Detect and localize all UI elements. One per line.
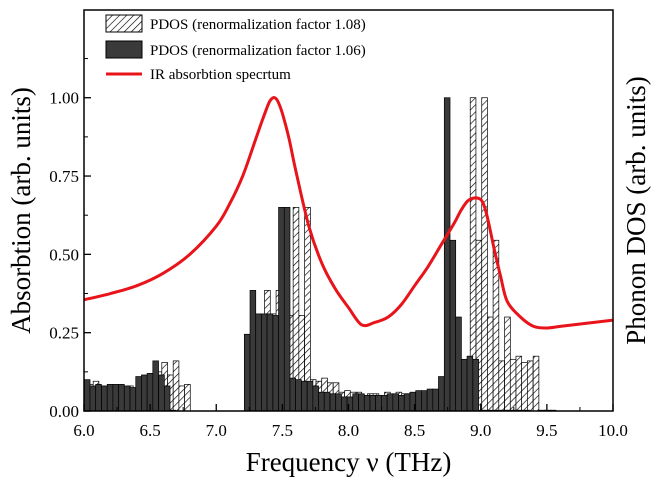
pdos-108-bar-67 — [532, 355, 540, 412]
x-axis-label: Frequency ν (THz) — [246, 447, 452, 477]
pdos-108-bar-15 — [172, 360, 180, 412]
x-tick-label: 7.0 — [206, 421, 227, 440]
pdos-108-bar-66 — [526, 360, 534, 412]
pdos-108-bar-63 — [509, 358, 517, 412]
legend-swatch-hatched — [105, 14, 143, 33]
pdos-106-bar-22 — [278, 207, 285, 412]
pdos-106-bar-32 — [335, 393, 342, 412]
pdos-106-bar-13 — [158, 374, 165, 412]
legend: PDOS (renormalization factor 1.08) PDOS … — [105, 14, 366, 83]
legend-label-ir: IR absorbtion specrtum — [150, 67, 291, 83]
pdos-106-bar-35 — [352, 393, 359, 412]
pdos-106-bar-41 — [386, 393, 394, 412]
pdos-106-bar-14 — [163, 385, 171, 412]
pdos-106-bar-43 — [398, 394, 405, 412]
pdos-106-bar-2 — [95, 384, 102, 412]
pdos-106-bar-38 — [369, 394, 377, 412]
x-tick-label: 9.5 — [536, 421, 557, 440]
pdos-106-bar-25 — [295, 379, 302, 412]
pdos-106-bar-18 — [255, 313, 262, 412]
pdos-108-bar-16 — [178, 385, 185, 412]
pdos-108-bar-64 — [515, 355, 523, 412]
pdos-106-bar-44 — [403, 393, 411, 412]
pdos-108-bar-61 — [498, 360, 505, 412]
pdos-106-bar-5 — [112, 384, 119, 412]
pdos-106-bar-0 — [83, 379, 91, 412]
y-tick-label: 0.50 — [49, 245, 79, 264]
pdos-108-bar-27 — [304, 207, 311, 412]
pdos-106-bar-36 — [358, 393, 365, 412]
pdos-106-bar-16 — [243, 333, 251, 412]
y2-axis-label: Phonon DOS (arb. units) — [621, 76, 651, 345]
pdos-108-bar-62 — [504, 316, 511, 412]
pdos-106-bar-46 — [415, 390, 422, 412]
x-tick-label: 6.5 — [140, 421, 161, 440]
pdos-106-bar-50 — [438, 376, 445, 412]
pdos-106-bar-42 — [392, 393, 399, 412]
y-tick-label: 1.00 — [49, 89, 79, 108]
pdos-106-bar-6 — [118, 384, 125, 412]
pdos-106-bar-51 — [443, 97, 451, 412]
pdos-106-bar-37 — [363, 394, 371, 412]
pdos-106-bar-31 — [329, 393, 337, 412]
pdos-106-bar-40 — [381, 394, 388, 412]
pdos-108-bar-58 — [481, 97, 488, 412]
pdos-106-bar-53 — [455, 316, 462, 412]
pdos-106-bar-54 — [461, 358, 468, 412]
y-tick-label: 0.25 — [49, 324, 79, 343]
pdos-106-bar-20 — [266, 313, 274, 412]
pdos-106-bar-27 — [306, 380, 314, 412]
x-tick-label: 7.5 — [272, 421, 293, 440]
y-tick-label: 0.00 — [49, 402, 79, 421]
pdos-108-bar-17 — [184, 384, 191, 412]
y-axis-label: Absorbtion (arb. units) — [6, 87, 36, 334]
pdos-106-bar-26 — [301, 380, 308, 412]
pdos-106-bar-10 — [141, 374, 148, 412]
pdos-106-bar-12 — [152, 360, 159, 412]
pdos-106-bar-33 — [341, 396, 348, 412]
pdos-106-bar-47 — [421, 390, 428, 412]
pdos-106-bar-56 — [472, 358, 479, 412]
pdos-106-bar-52 — [449, 239, 457, 412]
pdos-106-bar-24 — [289, 377, 297, 412]
pdos-106-bar-30 — [323, 391, 331, 412]
pdos-106-bar-48 — [426, 388, 434, 412]
pdos-108-bar-65 — [521, 362, 528, 412]
y-tick-label: 0.75 — [49, 167, 79, 186]
pdos-106-bar-19 — [261, 313, 268, 412]
pdos-106-bar-29 — [318, 391, 325, 412]
y-axis: 0.00 0.25 0.50 0.75 1.00 — [49, 58, 91, 421]
legend-label-pdos-108: PDOS (renormalization factor 1.08) — [150, 17, 366, 33]
legend-swatch-solid — [105, 40, 143, 59]
x-tick-label: 6.0 — [73, 421, 94, 440]
pdos-106-bar-21 — [272, 315, 279, 412]
pdos-106-bar-3 — [101, 385, 108, 412]
x-tick-label: 8.5 — [404, 421, 425, 440]
pdos-106-bar-55 — [466, 355, 474, 412]
legend-label-pdos-106: PDOS (renormalization factor 1.06) — [150, 43, 366, 59]
pdos-108-bar-59 — [487, 316, 494, 412]
pdos-106-bar-8 — [129, 387, 137, 412]
pdos-106-bar-49 — [432, 388, 439, 412]
x-axis: 6.0 6.5 7.0 7.5 8.0 8.5 9.0 9.5 10.0 — [73, 404, 628, 440]
ir-absorption-line — [83, 95, 614, 330]
pdos-106-bar-4 — [106, 384, 114, 412]
pdos-106-bar-17 — [249, 290, 257, 412]
x-tick-label: 9.0 — [470, 421, 491, 440]
pdos-106-bar-39 — [375, 394, 382, 412]
x-tick-label: 8.0 — [338, 421, 359, 440]
pdos-106-bar-9 — [135, 376, 142, 412]
pdos-106-bar-1 — [89, 385, 97, 412]
pdos-106-bar-7 — [123, 385, 131, 412]
x-tick-label: 10.0 — [598, 421, 628, 440]
pdos-106-bar-23 — [283, 207, 291, 412]
